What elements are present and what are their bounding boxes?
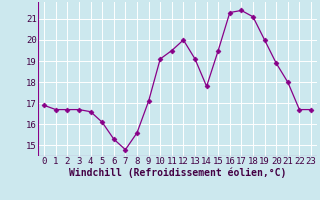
X-axis label: Windchill (Refroidissement éolien,°C): Windchill (Refroidissement éolien,°C)	[69, 168, 286, 178]
